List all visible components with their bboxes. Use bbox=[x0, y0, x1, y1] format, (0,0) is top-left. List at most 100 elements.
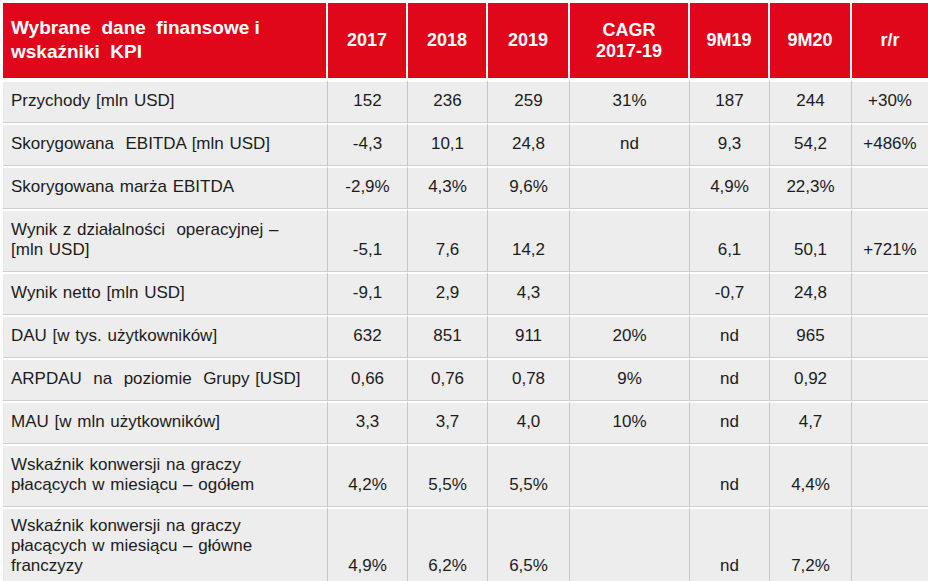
value-cell: 24,8 bbox=[770, 272, 852, 315]
value-cell: 50,1 bbox=[770, 209, 852, 272]
table-row: MAU [w mln użytkowników]3,33,74,010%nd4,… bbox=[3, 401, 928, 444]
value-cell bbox=[852, 272, 928, 315]
value-cell: 6,1 bbox=[690, 209, 770, 272]
value-cell: -2,9% bbox=[328, 166, 408, 209]
value-cell: nd bbox=[690, 315, 770, 358]
financial-kpi-table: Wybrane dane finansowe i wskaźniki KPI 2… bbox=[3, 3, 928, 581]
table-title: Wybrane dane finansowe i wskaźniki KPI bbox=[3, 3, 328, 80]
table-row: Przychody [mln USD]15223625931%187244+30… bbox=[3, 80, 928, 123]
column-header-2019: 2019 bbox=[488, 3, 570, 80]
table-row: Wynik netto [mln USD]-9,12,94,3 -0,724,8 bbox=[3, 272, 928, 315]
value-cell: +30% bbox=[852, 80, 928, 123]
column-header-2018: 2018 bbox=[408, 3, 488, 80]
metric-label-cell: Wynik netto [mln USD] bbox=[3, 272, 328, 315]
value-cell: 10% bbox=[570, 401, 690, 444]
value-cell: 7,2% bbox=[770, 507, 852, 581]
value-cell: 152 bbox=[328, 80, 408, 123]
value-cell: 14,2 bbox=[488, 209, 570, 272]
value-cell bbox=[852, 358, 928, 401]
value-cell: -0,7 bbox=[690, 272, 770, 315]
metric-label-cell: DAU [w tys. użytkowników] bbox=[3, 315, 328, 358]
value-cell: 236 bbox=[408, 80, 488, 123]
value-cell bbox=[570, 209, 690, 272]
metric-label-cell: Wskaźnik konwersji na graczy płacących w… bbox=[3, 507, 328, 581]
value-cell: nd bbox=[690, 401, 770, 444]
value-cell: 31% bbox=[570, 80, 690, 123]
value-cell: 5,5% bbox=[408, 444, 488, 507]
table-body: Przychody [mln USD]15223625931%187244+30… bbox=[3, 80, 928, 581]
value-cell: 5,5% bbox=[488, 444, 570, 507]
value-cell: 6,2% bbox=[408, 507, 488, 581]
value-cell: 965 bbox=[770, 315, 852, 358]
column-header-r-r: r/r bbox=[852, 3, 928, 80]
metric-label-cell: Wskaźnik konwersji na graczy płacących w… bbox=[3, 444, 328, 507]
table-header-row: Wybrane dane finansowe i wskaźniki KPI 2… bbox=[3, 3, 928, 80]
value-cell: 0,78 bbox=[488, 358, 570, 401]
value-cell: 20% bbox=[570, 315, 690, 358]
value-cell: 4,9% bbox=[328, 507, 408, 581]
value-cell: 7,6 bbox=[408, 209, 488, 272]
value-cell: 4,3 bbox=[488, 272, 570, 315]
value-cell: 0,76 bbox=[408, 358, 488, 401]
value-cell: 0,92 bbox=[770, 358, 852, 401]
column-header-9m20: 9M20 bbox=[770, 3, 852, 80]
value-cell: 4,7 bbox=[770, 401, 852, 444]
table-row: ARPDAU na poziomie Grupy [USD]0,660,760,… bbox=[3, 358, 928, 401]
value-cell bbox=[852, 315, 928, 358]
value-cell bbox=[570, 507, 690, 581]
value-cell: +721% bbox=[852, 209, 928, 272]
metric-label-cell: MAU [w mln użytkowników] bbox=[3, 401, 328, 444]
value-cell: 632 bbox=[328, 315, 408, 358]
value-cell: 4,9% bbox=[690, 166, 770, 209]
value-cell: 4,4% bbox=[770, 444, 852, 507]
value-cell: 10,1 bbox=[408, 123, 488, 166]
value-cell: 3,3 bbox=[328, 401, 408, 444]
value-cell: -9,1 bbox=[328, 272, 408, 315]
value-cell bbox=[852, 444, 928, 507]
value-cell: nd bbox=[570, 123, 690, 166]
value-cell: 911 bbox=[488, 315, 570, 358]
value-cell: nd bbox=[690, 444, 770, 507]
column-header-2017: 2017 bbox=[328, 3, 408, 80]
value-cell: -5,1 bbox=[328, 209, 408, 272]
value-cell: 4,3% bbox=[408, 166, 488, 209]
table-row: DAU [w tys. użytkowników]63285191120%nd9… bbox=[3, 315, 928, 358]
value-cell: 9,6% bbox=[488, 166, 570, 209]
value-cell: 4,2% bbox=[328, 444, 408, 507]
value-cell bbox=[852, 507, 928, 581]
metric-label-cell: Przychody [mln USD] bbox=[3, 80, 328, 123]
metric-label-cell: ARPDAU na poziomie Grupy [USD] bbox=[3, 358, 328, 401]
value-cell bbox=[852, 401, 928, 444]
value-cell bbox=[570, 272, 690, 315]
value-cell: 24,8 bbox=[488, 123, 570, 166]
value-cell: 244 bbox=[770, 80, 852, 123]
table-row: Wskaźnik konwersji na graczy płacących w… bbox=[3, 444, 928, 507]
value-cell: -4,3 bbox=[328, 123, 408, 166]
value-cell: 4,0 bbox=[488, 401, 570, 444]
value-cell: 0,66 bbox=[328, 358, 408, 401]
value-cell: 22,3% bbox=[770, 166, 852, 209]
metric-label-cell: Skorygowana marża EBITDA bbox=[3, 166, 328, 209]
column-header-9m19: 9M19 bbox=[690, 3, 770, 80]
value-cell: 9% bbox=[570, 358, 690, 401]
value-cell: 187 bbox=[690, 80, 770, 123]
metric-label-cell: Skorygowana EBITDA [mln USD] bbox=[3, 123, 328, 166]
value-cell: 2,9 bbox=[408, 272, 488, 315]
metric-label-cell: Wynik z działalności operacyjnej – [mln … bbox=[3, 209, 328, 272]
table-row: Skorygowana marża EBITDA-2,9%4,3%9,6% 4,9… bbox=[3, 166, 928, 209]
value-cell: 9,3 bbox=[690, 123, 770, 166]
value-cell: nd bbox=[690, 507, 770, 581]
value-cell: 6,5% bbox=[488, 507, 570, 581]
table-row: Wskaźnik konwersji na graczy płacących w… bbox=[3, 507, 928, 581]
value-cell: nd bbox=[690, 358, 770, 401]
table-row: Wynik z działalności operacyjnej – [mln … bbox=[3, 209, 928, 272]
value-cell bbox=[852, 166, 928, 209]
value-cell: 3,7 bbox=[408, 401, 488, 444]
value-cell: +486% bbox=[852, 123, 928, 166]
value-cell bbox=[570, 166, 690, 209]
column-header-cagr-2017-19: CAGR 2017-19 bbox=[570, 3, 690, 80]
value-cell: 54,2 bbox=[770, 123, 852, 166]
table-row: Skorygowana EBITDA [mln USD]-4,310,124,8… bbox=[3, 123, 928, 166]
value-cell: 259 bbox=[488, 80, 570, 123]
value-cell bbox=[570, 444, 690, 507]
